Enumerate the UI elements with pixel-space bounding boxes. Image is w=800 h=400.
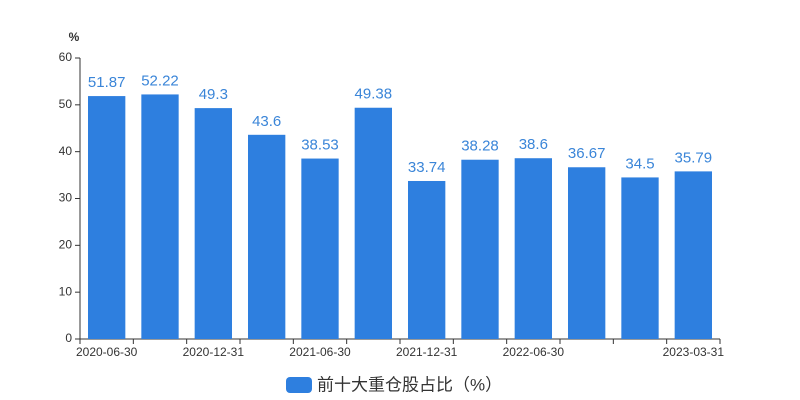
y-tick-label: 60 xyxy=(59,50,73,64)
y-axis-label: % xyxy=(69,30,80,44)
value-label: 38.6 xyxy=(519,136,548,153)
bar xyxy=(301,158,339,339)
value-label: 49.3 xyxy=(199,86,228,103)
bar xyxy=(674,171,712,339)
x-tick-label: 2021-06-30 xyxy=(289,345,351,359)
value-label: 35.79 xyxy=(675,149,713,166)
y-tick-label: 10 xyxy=(59,284,73,298)
y-tick-label: 40 xyxy=(59,144,73,158)
legend-swatch xyxy=(286,377,312,393)
bar xyxy=(141,94,179,339)
bar xyxy=(248,134,286,339)
bar xyxy=(194,108,232,339)
y-tick-label: 0 xyxy=(65,331,72,345)
value-label: 34.5 xyxy=(625,155,654,172)
x-tick-label: 2020-06-30 xyxy=(76,345,138,359)
value-label: 52.22 xyxy=(141,72,179,89)
value-label: 51.87 xyxy=(88,74,126,91)
bar xyxy=(408,180,446,339)
value-label: 38.28 xyxy=(461,138,499,155)
value-label: 43.6 xyxy=(252,113,281,130)
value-label: 49.38 xyxy=(355,86,393,103)
y-tick-label: 50 xyxy=(59,97,73,111)
bar xyxy=(514,158,552,339)
bar xyxy=(461,159,499,339)
y-tick-label: 30 xyxy=(59,191,73,205)
bar xyxy=(354,107,392,339)
x-tick-label: 2021-12-31 xyxy=(396,345,458,359)
x-tick-label: 2023-03-31 xyxy=(663,345,725,359)
bar xyxy=(88,96,126,339)
y-tick-label: 20 xyxy=(59,238,73,252)
x-tick-label: 2022-06-30 xyxy=(503,345,565,359)
bar xyxy=(621,177,659,339)
value-label: 38.53 xyxy=(301,137,339,154)
value-label: 36.67 xyxy=(568,145,606,162)
value-label: 33.74 xyxy=(408,159,446,176)
legend-label: 前十大重仓股占比（%） xyxy=(317,375,502,394)
bar xyxy=(568,167,606,339)
x-tick-label: 2020-12-31 xyxy=(183,345,245,359)
